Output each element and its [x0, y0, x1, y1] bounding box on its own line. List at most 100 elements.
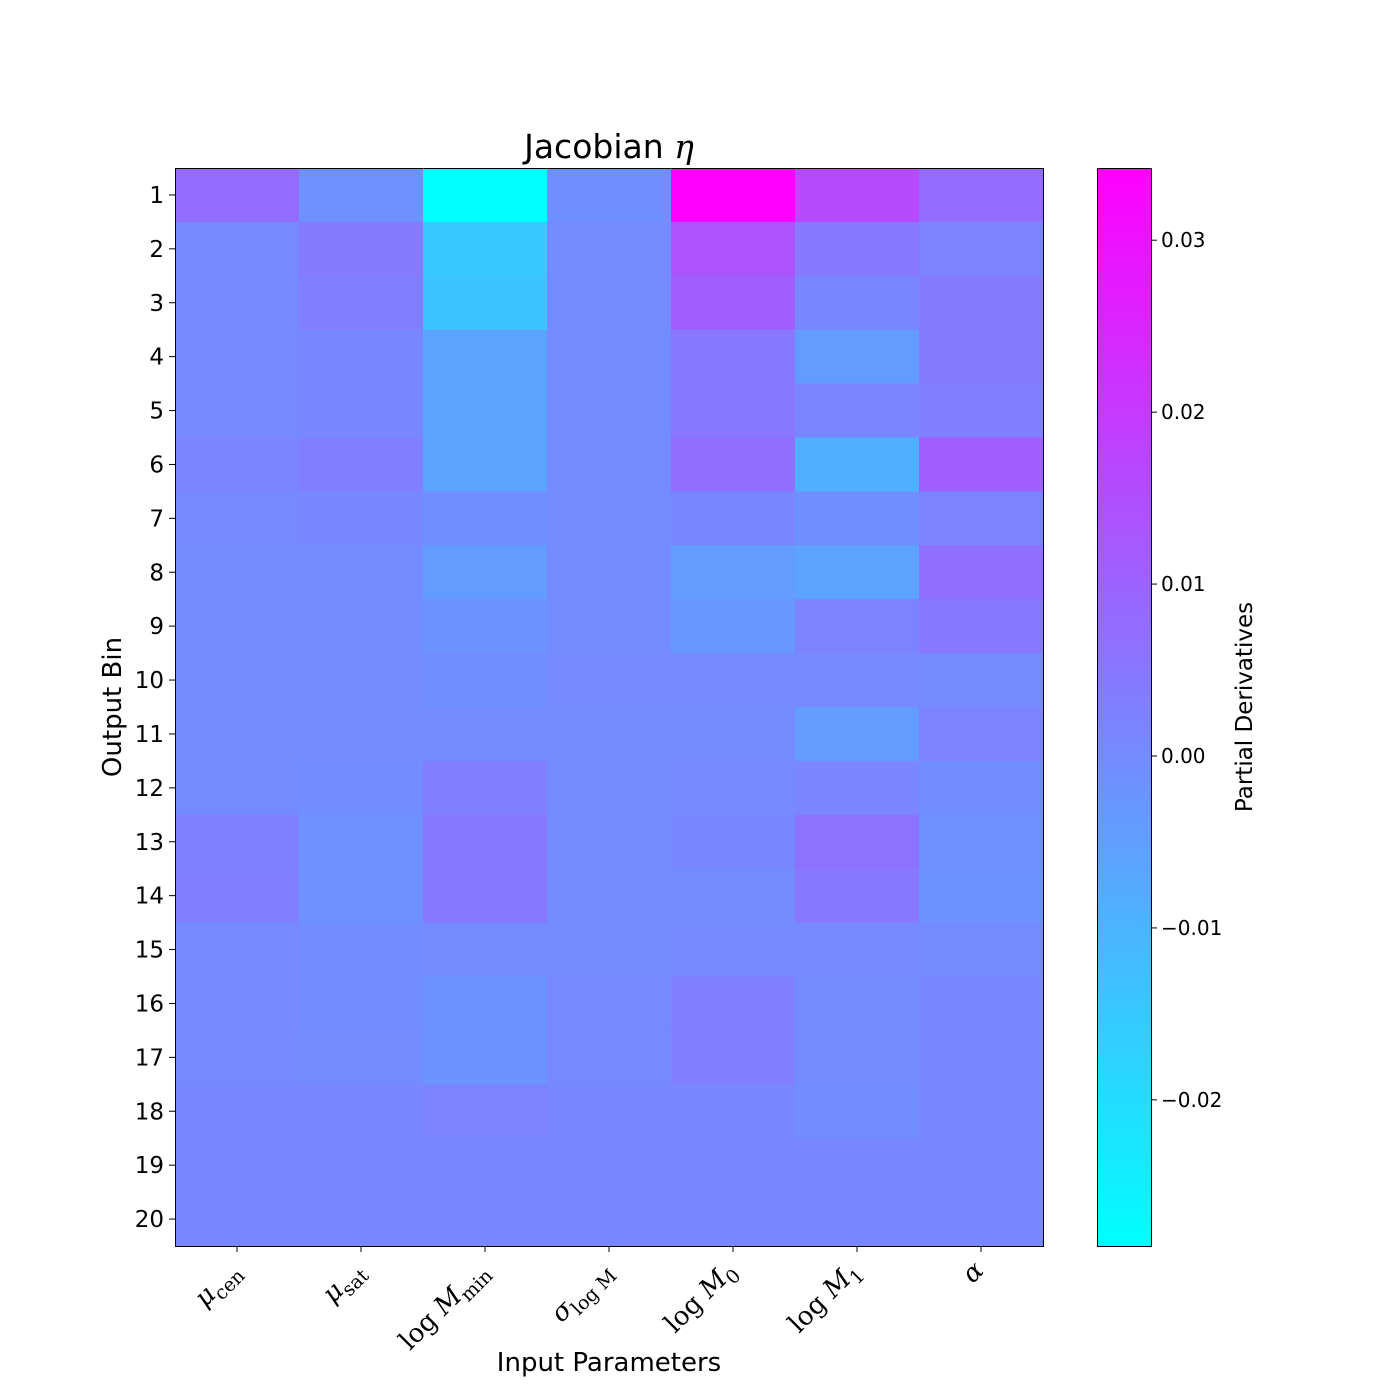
- colorbar-tick-label: 0.00: [1161, 744, 1206, 768]
- heatmap-cell: [547, 545, 672, 600]
- heatmap-cell: [299, 1030, 424, 1085]
- heatmap-cell: [547, 653, 672, 708]
- heatmap-cell: [795, 437, 920, 492]
- heatmap-cell: [795, 221, 920, 277]
- heatmap-cell: [175, 168, 300, 223]
- x-tick-label: σlog M: [545, 1256, 621, 1332]
- heatmap-cell: [795, 383, 920, 439]
- heatmap-cell: [299, 221, 424, 277]
- heatmap-cell: [671, 976, 796, 1031]
- heatmap-cell: [423, 814, 548, 870]
- y-tick-label: 12: [135, 776, 164, 802]
- heatmap-cell: [423, 491, 548, 546]
- heatmap-cell: [795, 168, 920, 223]
- y-tick-label: 18: [135, 1099, 164, 1125]
- heatmap-cell: [299, 760, 424, 816]
- heatmap-cell: [671, 760, 796, 816]
- heatmap-cell: [175, 814, 300, 870]
- y-tick-label: 19: [135, 1153, 164, 1179]
- heatmap-cell: [919, 976, 1044, 1031]
- heatmap-cell: [547, 599, 672, 654]
- colorbar: [1097, 168, 1152, 1247]
- colorbar-tick-label: 0.03: [1161, 228, 1206, 252]
- heatmap-cell: [919, 329, 1044, 385]
- heatmap-cell: [795, 868, 920, 924]
- heatmap-cell: [299, 976, 424, 1031]
- heatmap-cell: [423, 545, 548, 600]
- y-tick-label: 7: [149, 506, 164, 532]
- heatmap-cell: [671, 1192, 796, 1247]
- heatmap-cell: [795, 599, 920, 654]
- heatmap-cell: [299, 1138, 424, 1193]
- heatmap-cell: [671, 868, 796, 924]
- heatmap-cell: [175, 707, 300, 762]
- heatmap-cell: [795, 976, 920, 1031]
- y-tick-label: 8: [149, 560, 164, 586]
- y-tick-label: 2: [149, 237, 164, 263]
- heatmap-cell: [795, 491, 920, 546]
- heatmap-cell: [795, 922, 920, 978]
- heatmap-cells: [175, 168, 1044, 1247]
- y-tick-label: 17: [135, 1045, 164, 1071]
- chart-title: Jacobian η: [522, 127, 694, 166]
- x-axis-label: Input Parameters: [497, 1348, 721, 1378]
- heatmap-cell: [547, 383, 672, 439]
- heatmap-cell: [299, 814, 424, 870]
- y-tick-label: 5: [149, 399, 164, 425]
- heatmap-cell: [175, 545, 300, 600]
- heatmap-cell: [671, 168, 796, 223]
- heatmap-cell: [919, 1192, 1044, 1247]
- x-tick-label: μsat: [316, 1255, 373, 1312]
- heatmap-cell: [671, 491, 796, 546]
- heatmap-cell: [547, 275, 672, 331]
- heatmap-cell: [299, 653, 424, 708]
- heatmap-cell: [423, 221, 548, 277]
- heatmap-cell: [919, 1138, 1044, 1193]
- heatmap-cell: [547, 814, 672, 870]
- heatmap-cell: [919, 1030, 1044, 1085]
- heatmap-cell: [547, 1030, 672, 1085]
- heatmap-cell: [671, 329, 796, 385]
- heatmap-cell: [423, 760, 548, 816]
- heatmap-cell: [671, 814, 796, 870]
- y-tick-label: 16: [135, 991, 164, 1017]
- heatmap-cell: [795, 275, 920, 331]
- heatmap-cell: [547, 1138, 672, 1193]
- heatmap-cell: [175, 760, 300, 816]
- heatmap-cell: [423, 922, 548, 978]
- colorbar-tick-label: 0.02: [1161, 400, 1206, 424]
- heatmap-cell: [919, 707, 1044, 762]
- heatmap-cell: [547, 707, 672, 762]
- heatmap-cell: [175, 922, 300, 978]
- heatmap-cell: [671, 383, 796, 439]
- heatmap-cell: [299, 383, 424, 439]
- heatmap-cell: [795, 814, 920, 870]
- heatmap-cell: [175, 1138, 300, 1193]
- heatmap-cell: [795, 707, 920, 762]
- heatmap-cell: [423, 275, 548, 331]
- heatmap-cell: [547, 1084, 672, 1139]
- heatmap-cell: [175, 275, 300, 331]
- heatmap-cell: [299, 922, 424, 978]
- heatmap-cell: [919, 168, 1044, 223]
- y-tick-label: 9: [149, 614, 164, 640]
- heatmap-cell: [423, 1030, 548, 1085]
- heatmap-cell: [919, 437, 1044, 492]
- heatmap-cell: [175, 491, 300, 546]
- colorbar-tick-label: −0.01: [1161, 916, 1222, 940]
- heatmap-cell: [175, 383, 300, 439]
- heatmap-cell: [547, 491, 672, 546]
- heatmap-cell: [299, 437, 424, 492]
- heatmap-cell: [175, 653, 300, 708]
- heatmap-cell: [299, 707, 424, 762]
- heatmap-cell: [919, 868, 1044, 924]
- heatmap-cell: [919, 491, 1044, 546]
- colorbar-ticks: −0.02 −0.01 0.00 0.01 0.02 0.03: [1151, 228, 1222, 1112]
- heatmap-cell: [671, 922, 796, 978]
- heatmap-cell: [299, 545, 424, 600]
- heatmap-cell: [547, 437, 672, 492]
- heatmap-cell: [671, 1030, 796, 1085]
- heatmap-cell: [175, 599, 300, 654]
- heatmap-cell: [299, 1084, 424, 1139]
